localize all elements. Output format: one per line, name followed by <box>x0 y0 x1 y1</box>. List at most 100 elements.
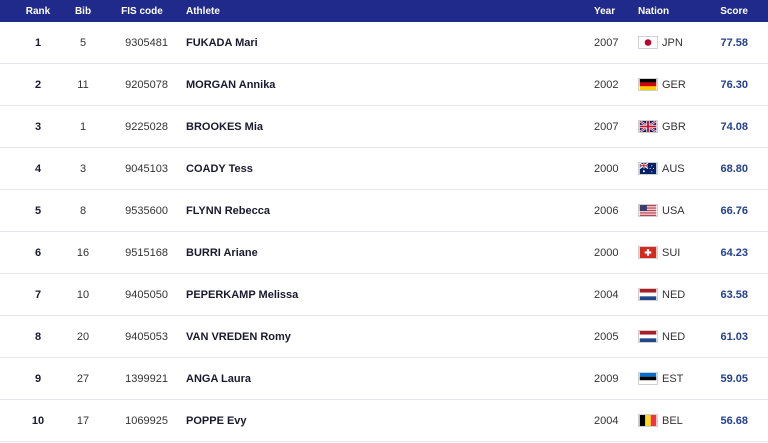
athlete-name[interactable]: FUKADA Mari <box>186 36 258 49</box>
nation-code: NED <box>662 330 686 343</box>
athlete-name[interactable]: PEPERKAMP Melissa <box>186 288 299 301</box>
bib-cell: 10 <box>76 288 90 301</box>
ger-flag-icon <box>638 78 658 91</box>
nation-cell: USA <box>638 190 708 231</box>
header-bib[interactable]: Bib <box>74 5 92 17</box>
year-cell: 2005 <box>594 330 619 343</box>
bib-cell: 27 <box>76 372 90 385</box>
score-cell: 61.03 <box>720 330 748 343</box>
rank-cell: 1 <box>34 36 42 49</box>
table-row[interactable]: 6 16 9515168 BURRI Ariane 2000 SUI 64.23 <box>0 232 768 274</box>
table-row[interactable]: 10 17 1069925 POPPE Evy 2004 BEL 56.68 <box>0 400 768 442</box>
ned-flag-icon <box>638 330 658 343</box>
athlete-name[interactable]: BURRI Ariane <box>186 246 258 259</box>
table-row[interactable]: 9 27 1399921 ANGA Laura 2009 EST 59.05 <box>0 358 768 400</box>
nation-cell: JPN <box>638 22 708 63</box>
bib-cell: 1 <box>79 120 87 133</box>
year-cell: 2004 <box>594 414 619 427</box>
year-cell: 2000 <box>594 162 619 175</box>
nation-code: AUS <box>662 162 685 175</box>
bib-cell: 8 <box>79 204 87 217</box>
nation-code: NED <box>662 288 686 301</box>
table-row[interactable]: 4 3 9045103 COADY Tess 2000 AUS 68.80 <box>0 148 768 190</box>
table-header: Rank Bib FIS code Athlete Year Nation Sc… <box>0 0 768 22</box>
nation-code: GBR <box>662 120 686 133</box>
est-flag-icon <box>638 372 658 385</box>
rank-cell: 8 <box>34 330 42 343</box>
score-cell: 56.68 <box>720 414 748 427</box>
gbr-flag-icon <box>638 120 658 133</box>
usa-flag-icon <box>638 204 658 217</box>
bib-cell: 11 <box>77 78 89 91</box>
fis-code-cell: 9405053 <box>125 330 168 343</box>
athlete-name[interactable]: MORGAN Annika <box>186 78 276 91</box>
header-fis-code[interactable]: FIS code <box>121 5 163 17</box>
nation-code: JPN <box>662 36 683 49</box>
nation-code: SUI <box>662 246 681 259</box>
year-cell: 2007 <box>594 36 619 49</box>
score-cell: 63.58 <box>720 288 748 301</box>
nation-cell: EST <box>638 358 708 399</box>
year-cell: 2004 <box>594 288 619 301</box>
sui-flag-icon <box>638 246 658 259</box>
table-row[interactable]: 5 8 9535600 FLYNN Rebecca 2006 USA 66.76 <box>0 190 768 232</box>
score-cell: 77.58 <box>720 36 748 49</box>
nation-cell: BEL <box>638 400 708 441</box>
athlete-name[interactable]: COADY Tess <box>186 162 253 175</box>
rank-cell: 6 <box>34 246 42 259</box>
header-score[interactable]: Score <box>720 5 748 17</box>
bib-cell: 3 <box>79 162 87 175</box>
score-cell: 59.05 <box>720 372 748 385</box>
rank-cell: 3 <box>34 120 42 133</box>
fis-code-cell: 9305481 <box>125 36 168 49</box>
rank-cell: 7 <box>34 288 42 301</box>
athlete-name[interactable]: VAN VREDEN Romy <box>186 330 291 343</box>
nation-cell: SUI <box>638 232 708 273</box>
nation-cell: GBR <box>638 106 708 147</box>
fis-code-cell: 9405050 <box>125 288 168 301</box>
nation-code: USA <box>662 204 685 217</box>
athlete-name[interactable]: FLYNN Rebecca <box>186 204 270 217</box>
athlete-name[interactable]: POPPE Evy <box>186 414 247 427</box>
nation-cell: GER <box>638 64 708 105</box>
jpn-flag-icon <box>638 36 658 49</box>
table-row[interactable]: 3 1 9225028 BROOKES Mia 2007 GBR 74.08 <box>0 106 768 148</box>
score-cell: 74.08 <box>720 120 748 133</box>
year-cell: 2009 <box>594 372 619 385</box>
bib-cell: 16 <box>76 246 90 259</box>
score-cell: 68.80 <box>720 162 748 175</box>
table-row[interactable]: 8 20 9405053 VAN VREDEN Romy 2005 NED 61.03 <box>0 316 768 358</box>
header-year[interactable]: Year <box>594 5 616 17</box>
nation-code: BEL <box>662 414 683 427</box>
athlete-name[interactable]: BROOKES Mia <box>186 120 264 133</box>
fis-code-cell: 9515168 <box>125 246 168 259</box>
bib-cell: 5 <box>79 36 87 49</box>
nation-cell: AUS <box>638 148 708 189</box>
fis-code-cell: 9045103 <box>125 162 168 175</box>
header-rank[interactable]: Rank <box>25 5 51 17</box>
nation-cell: NED <box>638 274 708 315</box>
rank-cell: 4 <box>34 162 42 175</box>
table-row[interactable]: 7 10 9405050 PEPERKAMP Melissa 2004 NED 63.58 <box>0 274 768 316</box>
bib-cell: 20 <box>76 330 90 343</box>
bel-flag-icon <box>638 414 658 427</box>
table-row[interactable]: 2 11 9205078 MORGAN Annika 2002 GER 76.30 <box>0 64 768 106</box>
fis-code-cell: 9535600 <box>125 204 168 217</box>
table-row[interactable]: 1 5 9305481 FUKADA Mari 2007 JPN 77.58 <box>0 22 768 64</box>
score-cell: 66.76 <box>720 204 748 217</box>
header-athlete[interactable]: Athlete <box>186 5 220 17</box>
header-nation[interactable]: Nation <box>638 5 670 17</box>
fis-code-cell: 9205078 <box>125 78 168 91</box>
rank-cell: 9 <box>34 372 42 385</box>
bib-cell: 17 <box>76 414 90 427</box>
rank-cell: 5 <box>34 204 42 217</box>
rank-cell: 10 <box>31 414 45 427</box>
ned-flag-icon <box>638 288 658 301</box>
fis-code-cell: 1069925 <box>125 414 168 427</box>
nation-code: GER <box>662 78 686 91</box>
rank-cell: 2 <box>34 78 42 91</box>
score-cell: 64.23 <box>720 246 748 259</box>
athlete-name[interactable]: ANGA Laura <box>186 372 251 385</box>
year-cell: 2006 <box>594 204 619 217</box>
